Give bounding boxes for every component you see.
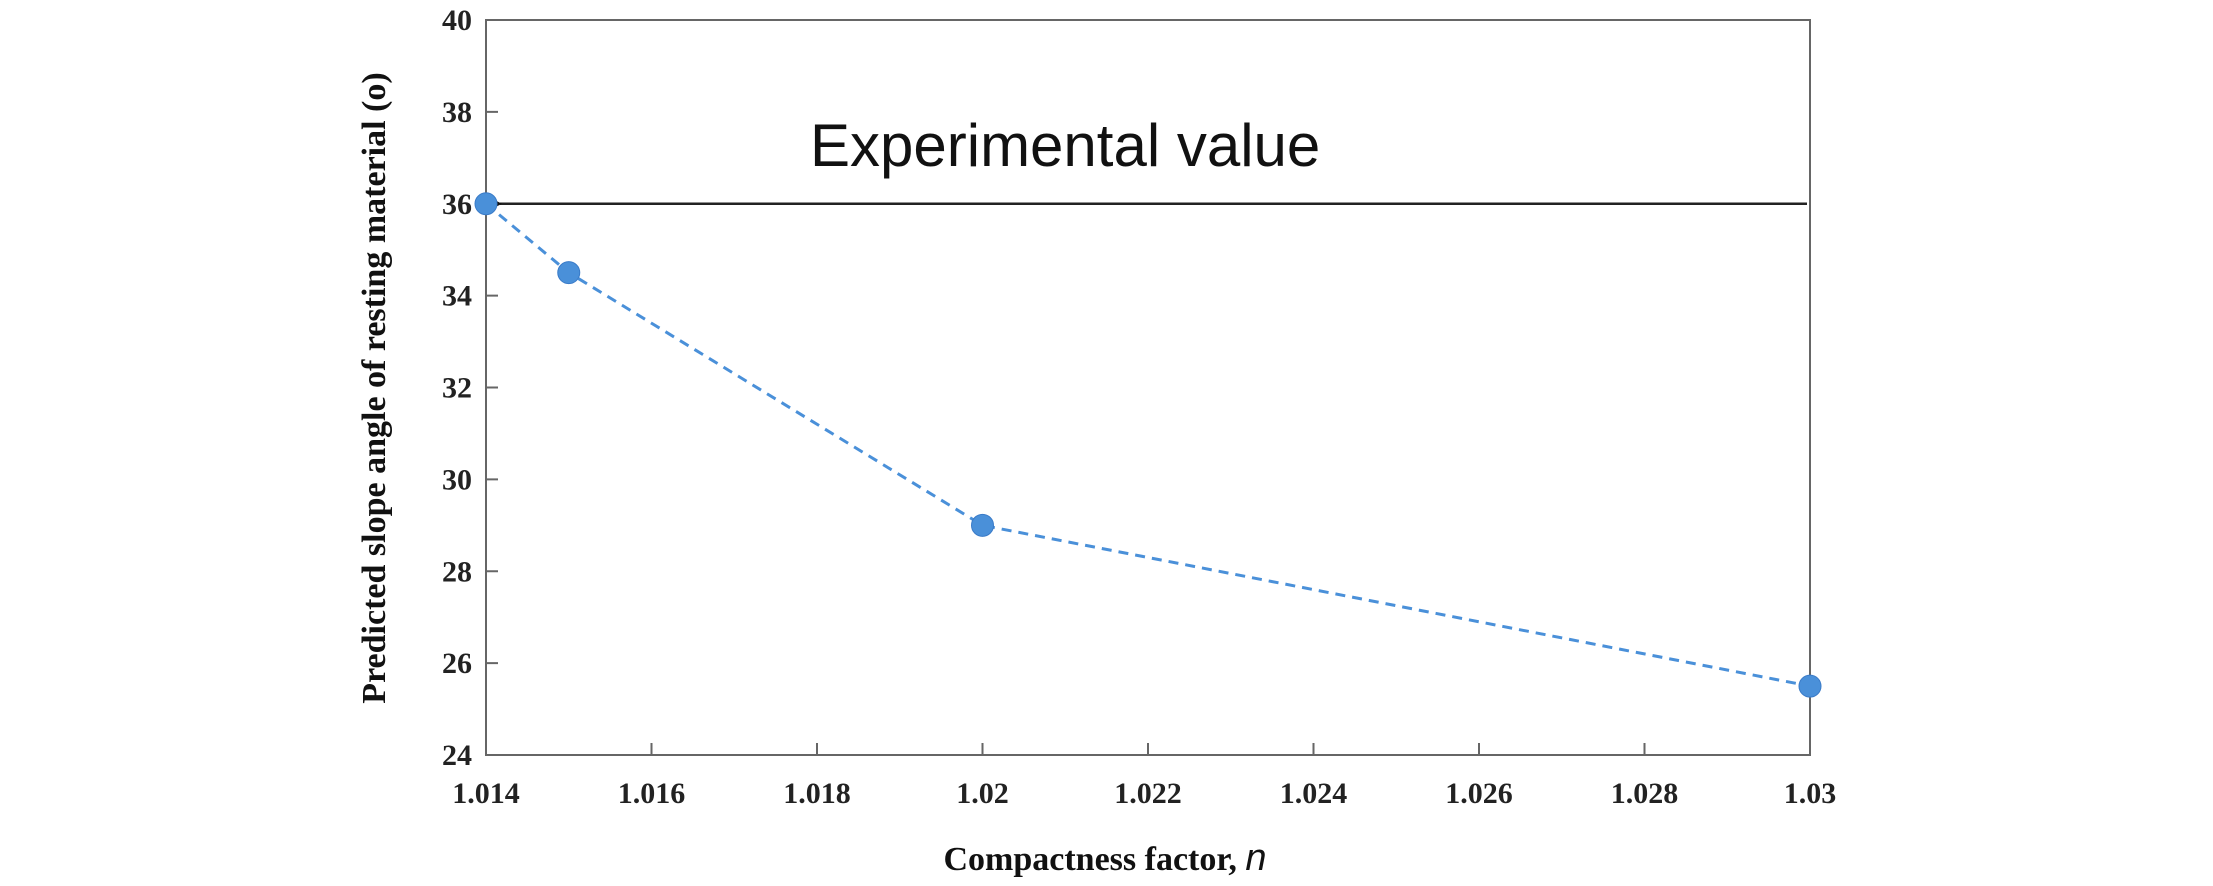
x-axis-title: Compactness factor, n <box>943 837 1266 879</box>
x-tick-label: 1.026 <box>1445 777 1513 810</box>
y-tick-label: 40 <box>442 4 472 37</box>
data-point <box>474 192 498 216</box>
y-axis-title: Predicted slope angle of resting materia… <box>356 72 393 703</box>
x-tick-label: 1.028 <box>1611 777 1679 810</box>
series-group <box>474 192 1822 698</box>
y-tick-label: 34 <box>442 280 472 313</box>
x-tick-label: 1.022 <box>1114 777 1182 810</box>
y-tick-label: 30 <box>442 463 472 496</box>
y-tick-label: 24 <box>442 739 472 772</box>
y-tick-label: 26 <box>442 647 472 680</box>
x-axis: 1.014 1.016 1.018 1.02 1.022 1.024 1.026 1.028 1… <box>452 743 1836 810</box>
data-point <box>1798 674 1822 698</box>
x-tick-label: 1.02 <box>956 777 1009 810</box>
reference-label: Experimental value <box>810 112 1320 179</box>
x-tick-label: 1.016 <box>618 777 686 810</box>
data-point <box>971 513 994 537</box>
data-point <box>557 261 581 285</box>
series-line <box>485 202 1811 688</box>
plot-area <box>485 19 1811 756</box>
x-axis-title-text: Compactness factor, <box>943 841 1236 878</box>
y-axis: 24 26 28 30 32 34 36 38 40 <box>442 4 498 772</box>
x-tick-label: 1.014 <box>452 777 520 810</box>
x-axis-variable: n <box>1245 837 1266 879</box>
x-tick-label: 1.024 <box>1280 777 1348 810</box>
x-tick-label: 1.03 <box>1784 777 1837 810</box>
y-tick-label: 32 <box>442 372 472 405</box>
y-tick-label: 38 <box>442 96 472 129</box>
x-tick-label: 1.018 <box>783 777 851 810</box>
y-tick-label: 28 <box>442 555 472 588</box>
y-tick-label: 36 <box>442 188 472 221</box>
